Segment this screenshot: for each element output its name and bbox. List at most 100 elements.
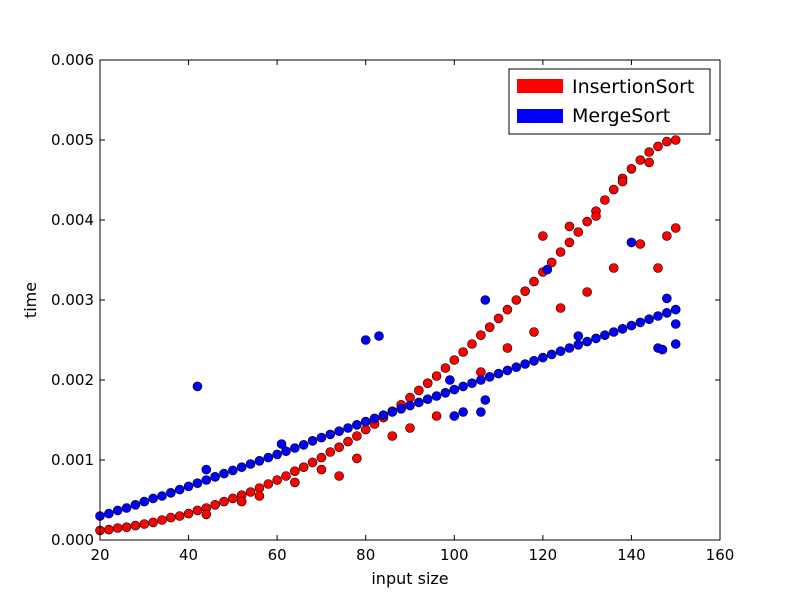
point-insertionsort: [653, 141, 663, 152]
point-mergesort: [201, 475, 212, 485]
legend: InsertionSort MergeSort: [508, 68, 711, 135]
point-insertionsort: [307, 457, 318, 468]
point-insertionsort: [591, 211, 601, 221]
x-tick-label: 40: [179, 546, 198, 564]
point-insertionsort: [210, 499, 220, 510]
point-insertionsort: [670, 135, 681, 145]
point-insertionsort: [538, 231, 548, 241]
point-insertionsort: [316, 464, 327, 475]
point-mergesort: [307, 435, 318, 446]
point-mergesort: [166, 487, 176, 498]
y-tick-label: 0.003: [51, 291, 94, 309]
point-insertionsort: [600, 195, 610, 205]
point-insertionsort: [476, 367, 486, 377]
point-insertionsort: [334, 442, 344, 453]
point-insertionsort: [546, 257, 557, 268]
point-mergesort: [670, 339, 681, 349]
point-mergesort: [476, 407, 486, 417]
point-insertionsort: [298, 462, 309, 473]
point-mergesort: [201, 464, 212, 475]
point-mergesort: [538, 352, 548, 363]
point-insertionsort: [484, 322, 495, 333]
point-mergesort: [387, 407, 398, 417]
point-insertionsort: [644, 157, 654, 168]
point-mergesort: [405, 400, 415, 411]
point-mergesort: [334, 426, 344, 437]
y-tick-label: 0.006: [51, 51, 94, 69]
point-mergesort: [591, 333, 601, 344]
point-insertionsort: [325, 447, 336, 457]
point-insertionsort: [112, 523, 123, 533]
point-insertionsort: [272, 475, 282, 485]
point-mergesort: [245, 459, 256, 469]
point-insertionsort: [139, 519, 150, 529]
point-mergesort: [467, 378, 477, 389]
point-mergesort: [542, 264, 553, 275]
y-tick-label: 0.005: [51, 131, 94, 149]
point-mergesort: [325, 429, 336, 440]
point-mergesort: [653, 311, 663, 321]
point-mergesort: [130, 499, 141, 510]
point-insertionsort: [520, 286, 530, 297]
y-axis-label: time: [21, 282, 40, 318]
point-insertionsort: [104, 524, 114, 535]
point-insertionsort: [352, 431, 362, 441]
point-mergesort: [608, 327, 619, 337]
x-tick-label: 160: [706, 546, 735, 564]
point-mergesort: [564, 343, 575, 353]
point-insertionsort: [555, 247, 566, 257]
point-insertionsort: [555, 303, 566, 313]
x-tick-label: 60: [268, 546, 287, 564]
series-mergesort: [95, 237, 681, 521]
point-mergesort: [440, 387, 451, 398]
point-mergesort: [480, 295, 491, 305]
point-mergesort: [445, 375, 455, 385]
x-tick-label: 140: [617, 546, 646, 564]
point-insertionsort: [281, 471, 291, 481]
point-mergesort: [458, 407, 468, 417]
point-insertionsort: [617, 176, 628, 187]
point-mergesort: [529, 355, 539, 366]
point-mergesort: [343, 423, 353, 433]
point-insertionsort: [626, 164, 637, 174]
point-mergesort: [600, 330, 610, 341]
point-insertionsort: [422, 378, 433, 389]
point-mergesort: [192, 381, 203, 392]
point-insertionsort: [334, 471, 344, 481]
point-mergesort: [219, 468, 229, 479]
point-mergesort: [148, 493, 158, 504]
point-insertionsort: [352, 453, 362, 464]
point-mergesort: [378, 410, 389, 421]
point-insertionsort: [263, 479, 274, 489]
point-mergesort: [662, 307, 672, 318]
point-mergesort: [290, 443, 300, 453]
point-mergesort: [670, 304, 681, 315]
point-mergesort: [493, 368, 504, 379]
point-mergesort: [352, 419, 362, 430]
point-mergesort: [174, 484, 185, 495]
point-mergesort: [276, 439, 287, 449]
point-mergesort: [626, 320, 637, 331]
point-mergesort: [228, 465, 238, 476]
point-mergesort: [396, 403, 406, 414]
point-insertionsort: [166, 512, 176, 523]
legend-label-insertionsort: InsertionSort: [572, 76, 694, 98]
point-insertionsort: [201, 509, 212, 520]
point-mergesort: [635, 317, 646, 328]
point-mergesort: [254, 455, 265, 466]
x-tick-label: 100: [440, 546, 469, 564]
point-insertionsort: [529, 276, 539, 287]
x-tick-label: 20: [90, 546, 109, 564]
point-insertionsort: [236, 496, 247, 507]
point-insertionsort: [449, 355, 460, 365]
point-mergesort: [236, 462, 247, 473]
point-insertionsort: [343, 436, 353, 447]
point-insertionsort: [467, 339, 477, 349]
point-insertionsort: [245, 487, 256, 497]
point-insertionsort: [387, 431, 398, 441]
point-insertionsort: [662, 136, 672, 147]
point-insertionsort: [157, 515, 167, 525]
axis-ticks: 20 40 60 80 100 120 140 160 0.000 0.001 0.002 0.003…: [51, 51, 734, 564]
point-mergesort: [670, 319, 681, 329]
point-mergesort: [431, 391, 442, 401]
